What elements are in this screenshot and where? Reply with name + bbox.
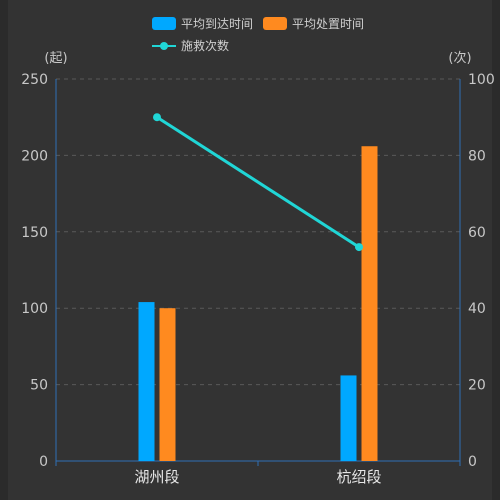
y-left-unit-label: (起) [44, 51, 67, 66]
y-right-tick-label: 80 [468, 148, 486, 164]
y-right-tick-label: 60 [468, 225, 486, 241]
line-point [355, 243, 363, 252]
legend-swatch [152, 17, 176, 30]
bar [340, 375, 357, 461]
x-category-label: 湖州段 [134, 468, 179, 486]
y-left-tick-label: 150 [21, 225, 48, 241]
legend-label: 施救次数 [181, 38, 229, 53]
y-right-unit-label: (次) [448, 50, 471, 66]
legend-swatch [263, 17, 287, 30]
chart-panel [8, 0, 492, 500]
legend-label: 平均处置时间 [292, 17, 364, 31]
y-left-tick-label: 50 [30, 378, 48, 394]
line-point [153, 113, 161, 122]
y-left-tick-label: 0 [39, 454, 48, 470]
y-right-tick-label: 100 [468, 72, 495, 88]
bar [159, 308, 176, 461]
bar [361, 146, 378, 461]
y-right-tick-label: 20 [468, 378, 486, 394]
y-left-tick-label: 250 [21, 72, 48, 88]
y-right-tick-label: 0 [468, 454, 477, 470]
legend-label: 平均到达时间 [181, 17, 253, 31]
legend-swatch-point [160, 42, 168, 50]
line-series [156, 115, 360, 249]
bar [138, 302, 155, 461]
y-left-tick-label: 100 [21, 301, 48, 317]
y-right-tick-label: 40 [468, 301, 486, 317]
x-category-label: 杭绍段 [336, 468, 381, 486]
y-left-tick-label: 200 [21, 148, 48, 164]
